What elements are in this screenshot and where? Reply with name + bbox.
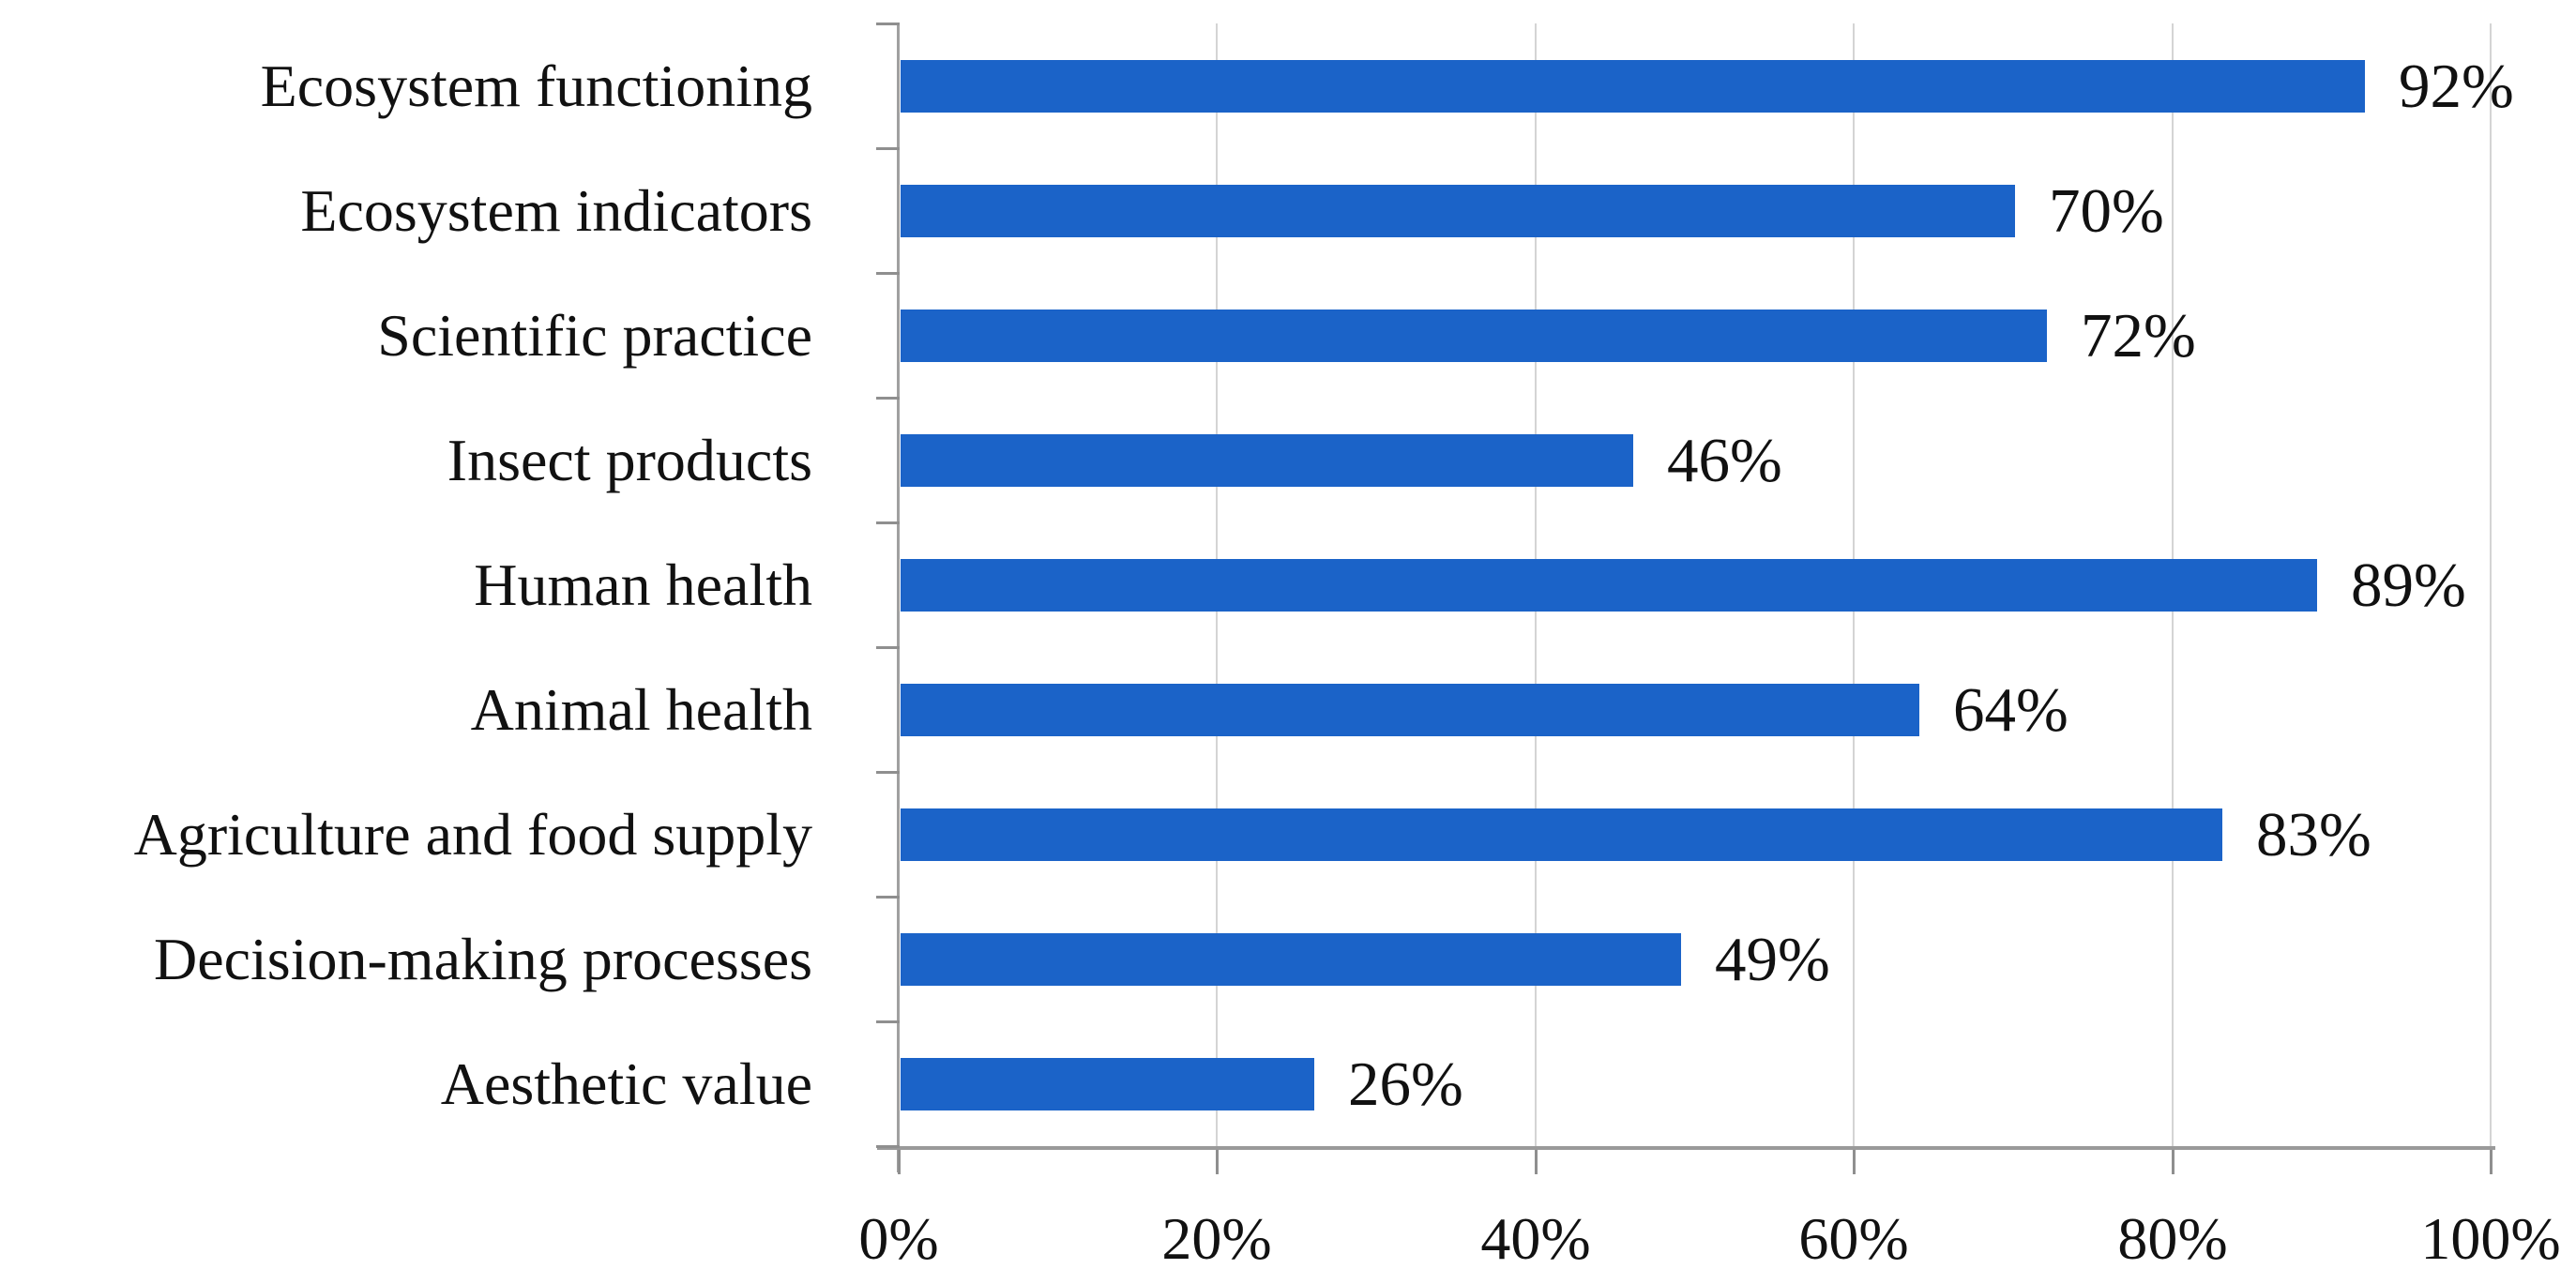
y-axis-tick (876, 896, 900, 899)
bar (901, 808, 2222, 861)
value-label: 83% (2256, 800, 2371, 869)
x-axis-tick (1535, 1150, 1538, 1174)
bar (901, 933, 1681, 986)
y-axis-tick (876, 521, 900, 524)
x-axis-tick (898, 1150, 901, 1174)
x-axis-tick-label: 0% (858, 1205, 939, 1272)
y-axis-tick (876, 1145, 900, 1148)
category-label: Human health (474, 551, 812, 618)
y-axis-tick (876, 272, 900, 275)
value-label: 49% (1715, 925, 1830, 994)
y-axis-tick (876, 771, 900, 774)
value-label: 70% (2049, 176, 2164, 246)
x-axis-tick (2490, 1150, 2493, 1174)
value-label: 26% (1348, 1050, 1463, 1119)
category-axis-labels: Ecosystem functioning Ecosystem indicator… (0, 23, 899, 1146)
y-axis-tick (876, 1020, 900, 1023)
bar (901, 684, 1919, 736)
value-label: 92% (2399, 52, 2514, 121)
x-axis-tick-label: 60% (1798, 1205, 1909, 1272)
x-axis-tick-label: 100% (2420, 1205, 2561, 1272)
x-axis-tick-label: 40% (1480, 1205, 1591, 1272)
bar (901, 559, 2317, 612)
bar (901, 1058, 1314, 1110)
y-axis-tick (876, 397, 900, 400)
value-label: 46% (1667, 426, 1782, 495)
bar (901, 434, 1633, 487)
category-label: Ecosystem indicators (300, 177, 812, 244)
category-label: Ecosystem functioning (260, 53, 812, 119)
value-label: 64% (1953, 675, 2068, 745)
x-axis-tick (1216, 1150, 1219, 1174)
y-axis-tick (876, 646, 900, 649)
category-label: Agriculture and food supply (133, 801, 812, 868)
x-axis-tick-label: 80% (2117, 1205, 2228, 1272)
value-label: 72% (2081, 301, 2196, 370)
y-axis-tick (876, 23, 900, 25)
bar (901, 185, 2015, 237)
x-axis-tick (2172, 1150, 2174, 1174)
category-label: Decision-making processes (153, 926, 812, 992)
category-label: Animal health (470, 676, 812, 743)
plot-area: 92% 70% 72% 46% 89% 64% 83% 49% 26% (899, 23, 2514, 1146)
x-axis-tick (1853, 1150, 1856, 1174)
category-label: Insect products (447, 427, 812, 493)
y-axis-tick (876, 147, 900, 150)
bar (901, 60, 2365, 113)
value-label: 89% (2351, 551, 2466, 620)
gridline-100% (2490, 23, 2492, 1146)
x-axis-tick-label: 20% (1161, 1205, 1272, 1272)
category-label: Aesthetic value (440, 1050, 812, 1117)
x-axis-line (877, 1146, 2495, 1150)
bar (901, 310, 2047, 362)
y-axis-line (897, 23, 900, 1172)
category-label: Scientific practice (377, 302, 812, 369)
